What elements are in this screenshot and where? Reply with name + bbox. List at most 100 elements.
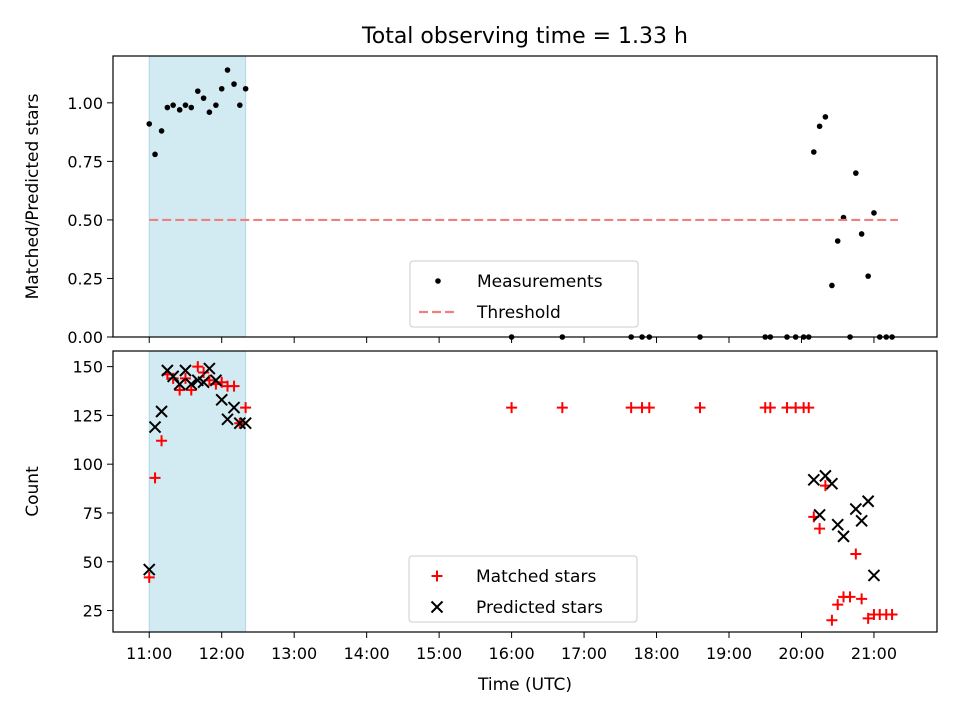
matched-stars-point xyxy=(174,384,186,396)
time-x-axis-label: Time (UTC) xyxy=(477,675,572,695)
predicted-stars-point xyxy=(861,495,875,508)
measurement-point xyxy=(182,102,189,108)
matched-stars-point xyxy=(179,372,191,384)
y-tick-label: 0.75 xyxy=(67,152,103,171)
matched-stars-point xyxy=(625,402,637,414)
y-tick-label: 75 xyxy=(83,504,103,523)
measurement-point xyxy=(871,210,877,216)
predicted-stars-point xyxy=(155,405,168,418)
measurement-point xyxy=(206,109,213,115)
x-tick-label: 14:00 xyxy=(344,644,390,663)
matched-stars-point xyxy=(886,608,898,620)
predicted-stars-point xyxy=(867,569,881,582)
predicted-stars-point xyxy=(831,518,844,531)
x-tick-label: 21:00 xyxy=(851,644,897,663)
count-axes-ticks: 25 50 75 100 125 150 11:00 12:00 13:00 14:00 15:00… xyxy=(72,358,897,663)
matched-stars-point xyxy=(694,402,706,414)
predicted-stars-point xyxy=(215,393,228,406)
x-tick-label: 15:00 xyxy=(416,644,462,663)
matched-stars-point xyxy=(832,599,844,611)
legend-label-threshold: Threshold xyxy=(476,303,561,323)
matched-stars-point xyxy=(506,402,518,414)
measurement-point xyxy=(231,81,237,87)
ratio-y-axis-label: Matched/Predicted stars xyxy=(23,93,43,299)
count-legend: Matched stars Predicted stars xyxy=(408,555,638,623)
y-tick-label: 1.00 xyxy=(67,94,103,113)
predicted-stars-point xyxy=(179,364,192,377)
predicted-stars-point xyxy=(813,508,826,522)
predicted-stars-point xyxy=(203,362,216,375)
matched-stars-point xyxy=(764,402,776,414)
measurement-point xyxy=(152,151,158,158)
matched-stars-point xyxy=(850,548,862,560)
count-y-axis-label: Count xyxy=(23,466,43,517)
measurement-point xyxy=(853,170,859,176)
x-tick-label: 17:00 xyxy=(561,644,607,663)
y-tick-label: 50 xyxy=(83,553,103,572)
ratio-axes-frame xyxy=(112,55,938,338)
x-tick-label: 20:00 xyxy=(778,644,824,663)
predicted-stars-point xyxy=(227,401,241,414)
figure-title: Total observing time = 1.33 h xyxy=(361,24,688,49)
predicted-stars-point xyxy=(221,413,234,426)
count-axes-frame xyxy=(112,350,938,633)
x-tick-label: 12:00 xyxy=(199,644,245,663)
matched-stars-point xyxy=(240,402,252,414)
predicted-stars-point xyxy=(855,514,868,527)
legend-x xyxy=(430,600,444,614)
matched-stars-point xyxy=(814,523,826,535)
ratio-legend-box xyxy=(409,260,639,328)
measurement-point xyxy=(176,107,183,113)
measurement-point xyxy=(200,95,207,101)
y-tick-label: 150 xyxy=(72,358,103,377)
measurement-point xyxy=(858,231,865,237)
measurement-point xyxy=(810,149,817,155)
predicted-stars-point xyxy=(143,563,156,576)
x-tick-label: 13:00 xyxy=(271,644,317,663)
matched-stars-point xyxy=(185,384,197,396)
ratio-axes-ticks: 0.00 0.25 0.50 0.75 1.00 xyxy=(67,94,875,347)
predicted-stars-point xyxy=(849,502,863,516)
matched-stars-point xyxy=(192,361,204,373)
matched-stars-point xyxy=(856,593,868,605)
legend-label-matched-stars: Matched stars xyxy=(476,567,596,587)
y-tick-label: 0.50 xyxy=(67,211,103,230)
legend-label-measurements: Measurements xyxy=(477,272,603,292)
matched-stars-point xyxy=(228,380,240,392)
predicted-stars-point xyxy=(837,530,850,543)
measurement-point xyxy=(194,88,201,94)
count-plot-marks xyxy=(143,361,898,626)
measurement-point xyxy=(242,85,249,92)
observing-window-shade xyxy=(148,350,247,633)
measurement-point xyxy=(164,104,171,111)
legend-marker-measurements xyxy=(435,278,441,284)
x-tick-label: 11:00 xyxy=(126,644,172,663)
matched-stars-point xyxy=(862,612,874,624)
y-tick-label: 125 xyxy=(72,406,103,425)
x-tick-label: 18:00 xyxy=(633,644,679,663)
matched-stars-point xyxy=(826,614,838,626)
measurement-point xyxy=(834,238,841,244)
predicted-stars-point xyxy=(185,377,198,391)
measurement-point xyxy=(816,123,823,130)
ratio-panel: 0.00 0.25 0.50 0.75 1.00 Matched/Predicted s… xyxy=(23,55,938,347)
predicted-stars-point xyxy=(825,477,839,490)
measurement-point xyxy=(237,102,243,108)
predicted-stars-point xyxy=(807,473,821,486)
ratio-legend: Measurements Threshold xyxy=(409,260,639,328)
measurement-point xyxy=(213,102,219,108)
matched-stars-point xyxy=(143,571,155,583)
matched-stars-point xyxy=(844,591,856,603)
legend-marker-matched-stars xyxy=(431,570,443,582)
y-tick-label: 0.25 xyxy=(67,269,103,288)
predicted-stars-point xyxy=(209,374,223,387)
predicted-stars-point xyxy=(173,377,186,391)
matched-stars-point xyxy=(167,372,179,384)
matched-stars-point xyxy=(156,435,168,447)
matched-stars-point xyxy=(556,402,568,414)
y-tick-label: 100 xyxy=(72,455,103,474)
predicted-stars-point xyxy=(148,420,162,434)
legend-plus xyxy=(431,570,443,582)
measurement-point xyxy=(822,114,829,120)
